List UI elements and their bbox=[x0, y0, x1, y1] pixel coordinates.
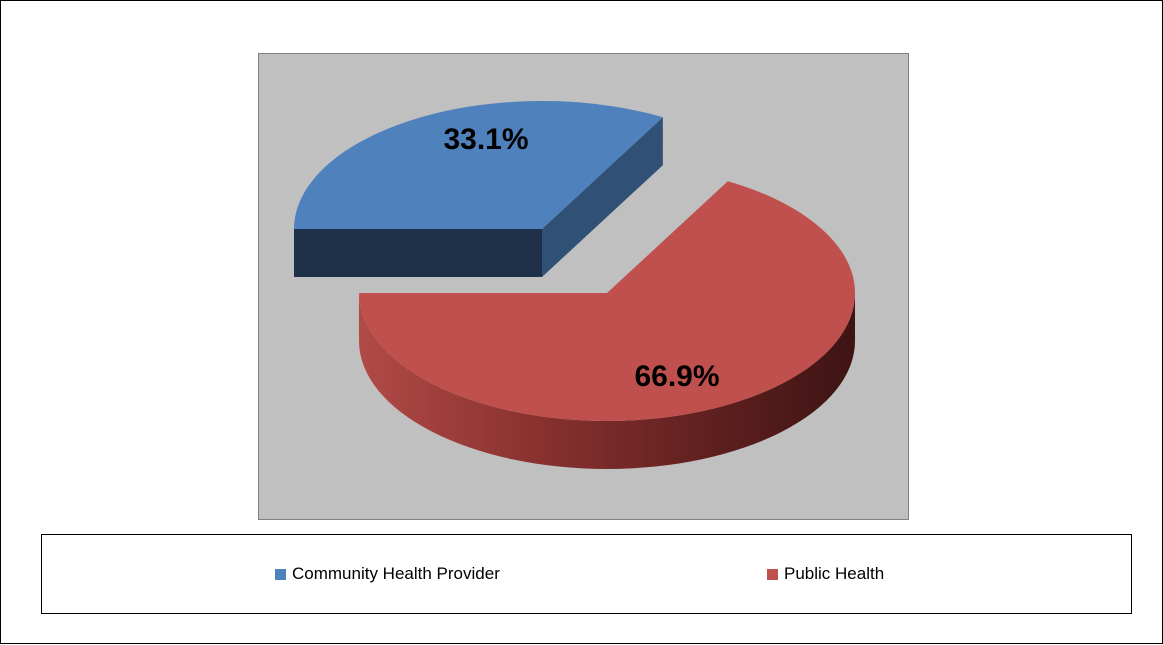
legend-label: Community Health Provider bbox=[292, 564, 500, 583]
data-label-community-health-provider: 33.1% bbox=[443, 123, 528, 156]
slice-side-public-health bbox=[359, 293, 855, 469]
legend-swatch-red bbox=[767, 568, 778, 580]
slice-edge-community-health-provider bbox=[542, 117, 663, 277]
legend-label: Public Health bbox=[784, 564, 885, 583]
data-label-public-health: 66.9% bbox=[634, 360, 719, 393]
legend: Community Health Provider Public Health bbox=[41, 534, 1132, 614]
legend-item-community-health-provider: Community Health Provider bbox=[275, 564, 500, 584]
legend-swatch-blue bbox=[275, 568, 286, 580]
slice-side-community-health-provider bbox=[294, 229, 542, 277]
slice-community-health-provider bbox=[294, 101, 663, 229]
slice-public-health bbox=[359, 181, 856, 422]
legend-item-public-health: Public Health bbox=[767, 564, 884, 584]
